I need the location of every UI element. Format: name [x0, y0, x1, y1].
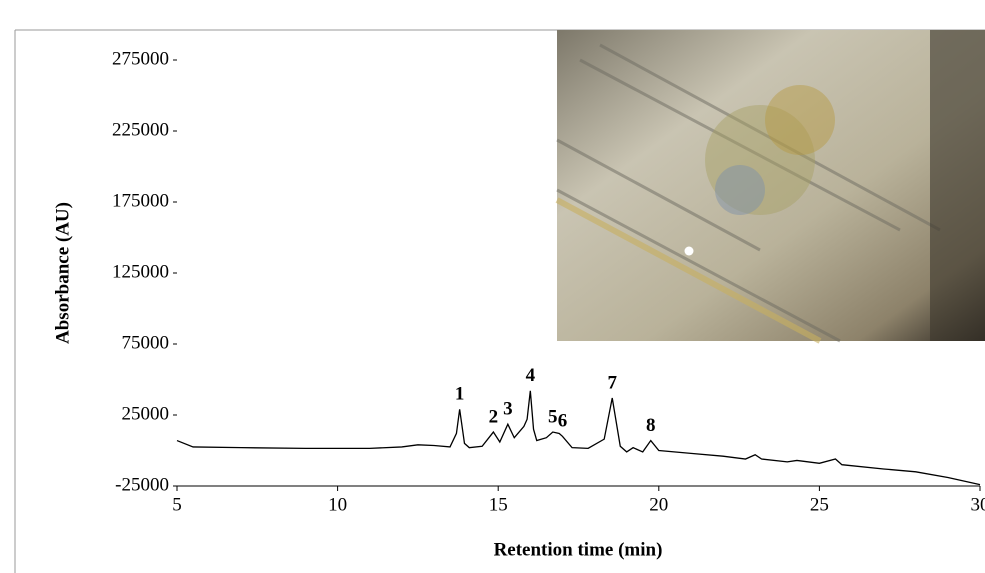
y-tick-label: 125000	[112, 261, 169, 282]
x-tick-label: 10	[328, 494, 347, 515]
x-tick-label: 20	[649, 494, 668, 515]
y-tick-label: 175000	[112, 190, 169, 211]
page: {"chart_data": { "type": "line", "x_labe…	[0, 0, 985, 573]
trace	[177, 391, 980, 485]
y-tick-label: 225000	[112, 119, 169, 140]
peak-label: 5	[548, 406, 558, 427]
peak-label: 2	[489, 406, 499, 427]
y-axis-title: Absorbance (AU)	[52, 202, 73, 344]
peak-label: 4	[526, 365, 536, 386]
peak-label: 6	[558, 411, 568, 432]
x-axis-title: Retention time (min)	[494, 539, 663, 560]
y-tick-label: -25000	[115, 474, 169, 495]
y-tick-label: 275000	[112, 48, 169, 69]
inset-photo	[557, 30, 985, 341]
x-tick-label: 15	[489, 494, 508, 515]
peak-label: 8	[646, 415, 656, 436]
y-tick-label: 75000	[122, 332, 170, 353]
x-tick-label: 5	[172, 494, 182, 515]
x-tick-label: 25	[810, 494, 829, 515]
peak-label: 1	[455, 384, 465, 405]
y-tick-label: 25000	[122, 403, 170, 424]
peak-label: 3	[503, 399, 513, 420]
chart: Retention time (min) Absorbance (AU) -25…	[0, 0, 985, 573]
peak-label: 7	[607, 372, 617, 393]
x-tick-label: 30	[971, 494, 985, 515]
